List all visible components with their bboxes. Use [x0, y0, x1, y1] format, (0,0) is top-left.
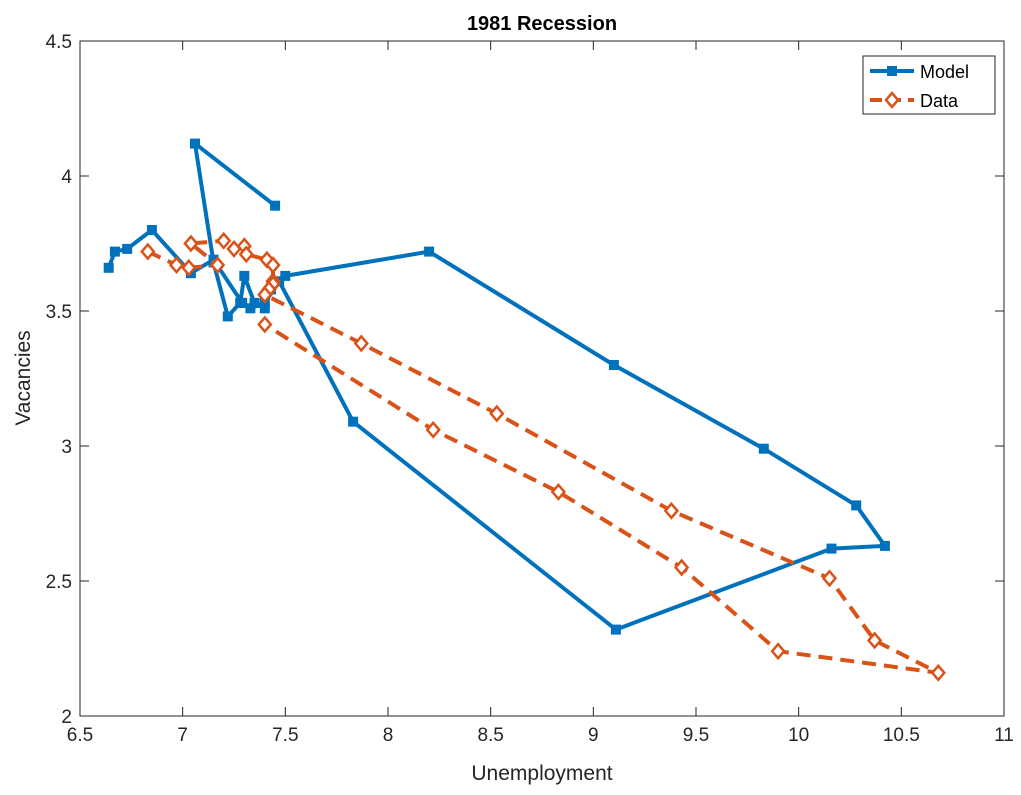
legend-data-marker — [884, 91, 900, 109]
chart-title: 1981 Recession — [467, 13, 617, 35]
x-tick-label: 10 — [788, 725, 809, 746]
data-point — [608, 360, 619, 370]
x-tick-label: 9.5 — [683, 725, 709, 746]
data-point — [826, 543, 837, 554]
x-axis-label: Unemployment — [471, 762, 612, 785]
legend-entry-model: Model — [870, 62, 969, 82]
data-point — [237, 297, 248, 308]
data-point — [280, 270, 291, 281]
series-layer — [103, 138, 946, 682]
data-point — [146, 225, 157, 235]
x-tick-label: 7.5 — [272, 725, 298, 746]
data-point — [183, 234, 199, 253]
y-axis-ticks: 2 2.5 3 3.5 4 4.5 — [46, 32, 1004, 728]
y-tick-label: 3 — [61, 437, 72, 458]
y-tick-label: 2 — [61, 707, 72, 728]
legend-box — [862, 55, 996, 115]
series-data — [140, 231, 946, 682]
data-point — [238, 245, 254, 264]
data-point — [257, 285, 273, 304]
x-tick-label: 11 — [994, 725, 1014, 746]
legend: Model Data — [862, 55, 996, 115]
x-tick-label: 10.5 — [883, 725, 920, 746]
data-point — [265, 256, 281, 275]
x-axis-ticks: 6.5 7 7.5 8 8.5 9 9.5 10 10.5 11 — [67, 41, 1014, 746]
data-point — [109, 246, 120, 257]
data-point — [257, 315, 273, 334]
data-point — [140, 242, 156, 261]
data-point — [821, 569, 838, 588]
data-point — [489, 404, 505, 423]
y-tick-label: 3.5 — [46, 302, 72, 323]
plot-frame — [79, 40, 1005, 717]
plot-area — [80, 41, 1004, 716]
y-tick-label: 4 — [61, 167, 72, 188]
data-point — [866, 631, 883, 650]
data-point — [424, 246, 435, 257]
y-axis-label: Vacancies — [12, 330, 35, 425]
data-point — [259, 303, 270, 314]
legend-model-marker — [887, 66, 897, 76]
legend-data-label: Data — [920, 91, 959, 111]
data-point — [122, 243, 133, 254]
data-point — [181, 258, 197, 277]
data-point — [879, 540, 890, 551]
data-point — [209, 256, 226, 275]
data-point — [353, 334, 369, 353]
data-point — [168, 256, 185, 275]
data-point — [216, 231, 232, 250]
data-point — [758, 443, 769, 454]
data-point — [663, 501, 680, 520]
x-tick-label: 7 — [177, 725, 188, 746]
data-point — [550, 482, 567, 501]
data-point — [249, 297, 260, 308]
data-point — [770, 642, 786, 661]
data-point — [610, 624, 621, 635]
data-point — [245, 303, 256, 314]
x-tick-label: 8 — [383, 725, 394, 746]
data-point — [673, 558, 690, 577]
y-tick-label: 4.5 — [46, 32, 72, 53]
data-point — [930, 663, 946, 682]
data-point — [851, 500, 862, 511]
x-tick-label: 9 — [588, 725, 599, 746]
data-point — [190, 138, 200, 149]
x-tick-label: 6.5 — [67, 725, 93, 746]
data-point — [270, 200, 281, 211]
data-point — [103, 262, 114, 273]
data-point — [239, 270, 250, 281]
legend-model-label: Model — [920, 62, 969, 82]
y-tick-label: 2.5 — [46, 572, 72, 593]
legend-entry-data: Data — [870, 91, 959, 111]
x-tick-label: 8.5 — [477, 725, 503, 746]
data-point — [222, 311, 233, 322]
data-point — [425, 420, 441, 439]
data-point — [348, 416, 359, 427]
